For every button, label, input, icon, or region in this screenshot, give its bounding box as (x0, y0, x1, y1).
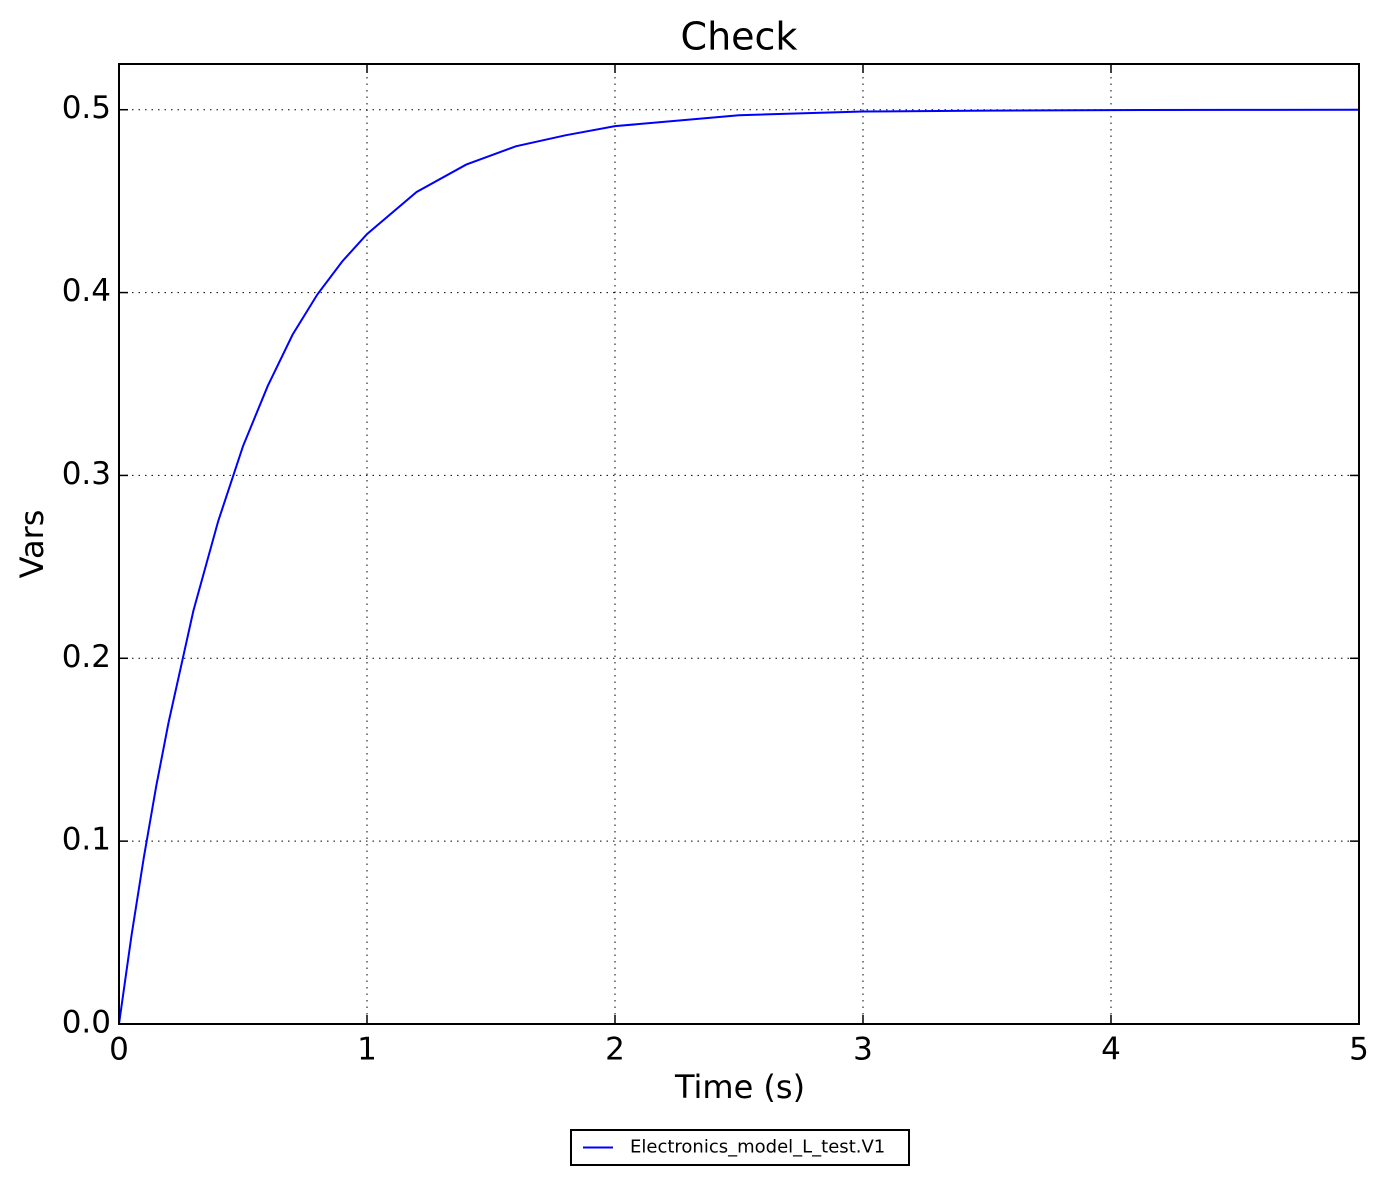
data-line (118, 108, 1360, 1025)
x-tick-label: 0 (109, 1032, 129, 1068)
x-tick-label: 5 (1349, 1032, 1369, 1068)
y-tick-label: 0.3 (62, 456, 111, 492)
x-tick-label: 2 (605, 1032, 625, 1068)
y-axis-label: Vars (13, 510, 51, 579)
y-tick-label: 0.2 (62, 639, 111, 675)
x-tick-label: 4 (1101, 1032, 1121, 1068)
legend-label: Electronics_model_L_test.V1 (630, 1137, 885, 1158)
y-tick-label: 0.4 (62, 273, 111, 309)
y-tick-label: 0.1 (62, 822, 111, 858)
y-tick-label: 0.5 (62, 90, 111, 126)
x-tick-label: 3 (853, 1032, 873, 1068)
plot-frame (118, 63, 1360, 1025)
x-axis-label: Time (s) (674, 1068, 805, 1106)
chart-title: Check (681, 15, 798, 59)
x-tick-label: 1 (357, 1032, 377, 1068)
y-tick-label: 0.0 (62, 1005, 111, 1041)
legend-box (570, 1129, 910, 1166)
